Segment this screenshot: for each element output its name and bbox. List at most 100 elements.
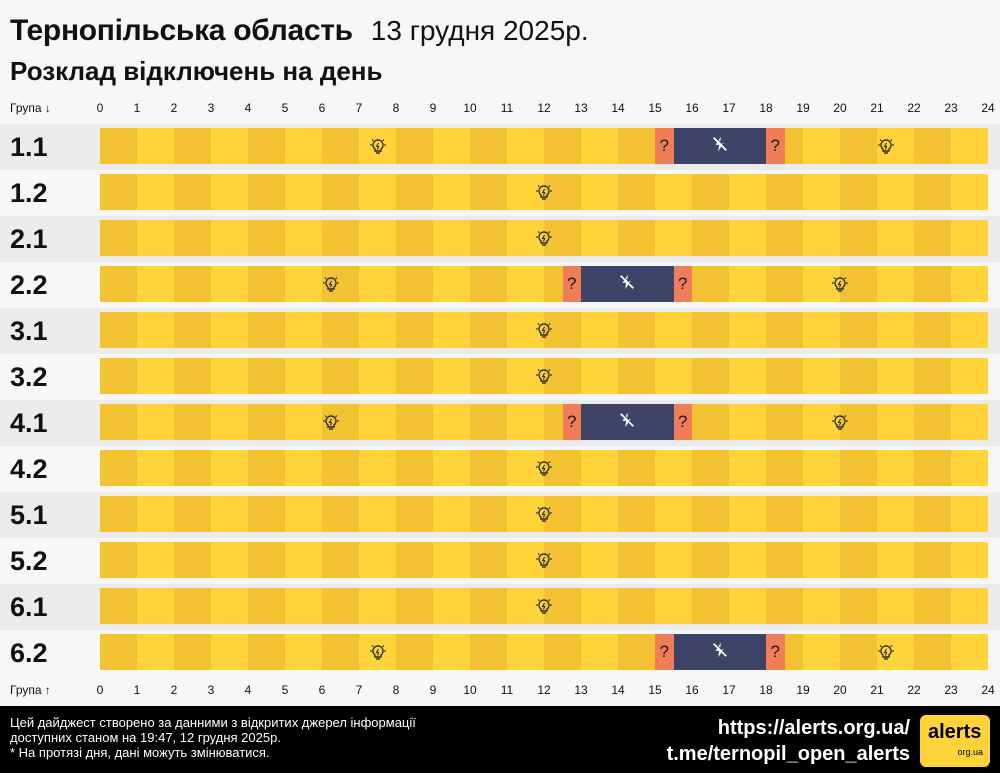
hour-cell [877, 312, 914, 348]
telegram-link[interactable]: t.me/ternopil_open_alerts [666, 743, 910, 765]
hour-cell [581, 634, 618, 670]
hour-cell [174, 220, 211, 256]
website-link[interactable]: https://alerts.org.ua/ [717, 717, 910, 739]
hour-cell [655, 588, 692, 624]
hour-cell [618, 174, 655, 210]
hour-cell [729, 358, 766, 394]
group-row: 6.2?? [0, 630, 1000, 676]
hour-cell [877, 588, 914, 624]
power-off-icon [618, 411, 636, 434]
hour-cell [470, 588, 507, 624]
footer-note-line: Цей дайджест створено за данними з відкр… [10, 715, 416, 730]
hour-cell [655, 542, 692, 578]
hour-tick: 3 [207, 683, 215, 697]
group-row: 6.1 [0, 584, 1000, 630]
alerts-logo[interactable]: alerts org.ua [920, 715, 990, 767]
group-label: 1.1 [10, 132, 48, 162]
hour-cell [248, 634, 285, 670]
hour-cell [729, 496, 766, 532]
hour-tick: 3 [207, 101, 215, 115]
hour-cell [692, 496, 729, 532]
question-mark: ? [659, 642, 669, 661]
hour-cell [766, 450, 803, 486]
hour-tick: 23 [944, 683, 958, 697]
hour-cell [951, 128, 988, 164]
hour-cell [803, 496, 840, 532]
hour-cell [840, 266, 877, 302]
hour-tick: 11 [500, 683, 514, 697]
hour-cell [470, 128, 507, 164]
hour-cell [433, 634, 470, 670]
hour-tick: 10 [463, 101, 477, 115]
hour-cell [211, 404, 248, 440]
hour-cell [581, 496, 618, 532]
group-label: 5.2 [10, 546, 48, 576]
hour-tick: 24 [981, 683, 995, 697]
hour-tick: 6 [318, 101, 326, 115]
hour-cell [840, 450, 877, 486]
hour-cell [433, 312, 470, 348]
hour-cell [100, 220, 137, 256]
hour-cell [100, 634, 137, 670]
lightbulb-icon [321, 412, 341, 432]
lightbulb-icon [534, 228, 554, 248]
schedule-bar: ?? [100, 128, 988, 164]
hour-cell [507, 220, 544, 256]
hour-cell [433, 404, 470, 440]
hour-cell [581, 588, 618, 624]
hour-cell [470, 220, 507, 256]
hour-cell [544, 358, 581, 394]
hour-cell [877, 634, 914, 670]
hour-cell [248, 128, 285, 164]
hour-cell [470, 266, 507, 302]
hour-cell [248, 220, 285, 256]
hour-cell [951, 496, 988, 532]
hour-cell [655, 312, 692, 348]
hour-cell [322, 220, 359, 256]
hour-cell [248, 358, 285, 394]
hour-tick: 21 [870, 101, 884, 115]
hour-cell [248, 312, 285, 348]
hour-cell [729, 542, 766, 578]
footer-note-line: доступних станом на 19:47, 12 грудня 202… [10, 730, 281, 745]
hour-cell [433, 266, 470, 302]
hour-tick: 0 [96, 683, 104, 697]
power-off-icon [711, 135, 729, 158]
schedule-bar: ?? [100, 404, 988, 440]
hour-cell [618, 128, 655, 164]
hour-cell [618, 450, 655, 486]
hour-cell [174, 588, 211, 624]
uncertain-segment: ? [655, 634, 674, 670]
hour-cell [248, 174, 285, 210]
hour-cell [211, 588, 248, 624]
hour-cell [692, 358, 729, 394]
lightbulb-icon [534, 504, 554, 524]
hour-cell [137, 450, 174, 486]
hour-cell [396, 496, 433, 532]
hour-cell [285, 542, 322, 578]
hour-cell [211, 220, 248, 256]
uncertain-segment: ? [766, 634, 785, 670]
hour-tick: 14 [611, 683, 625, 697]
hour-cell [433, 542, 470, 578]
outage-segment [581, 404, 674, 440]
hour-tick: 12 [537, 101, 551, 115]
group-row: 2.1 [0, 216, 1000, 262]
footer: Цей дайджест створено за данними з відкр… [0, 706, 1000, 773]
hour-cell [803, 266, 840, 302]
hour-cell [174, 358, 211, 394]
hour-tick: 13 [574, 683, 588, 697]
schedule-bar: ?? [100, 266, 988, 302]
hour-cell [692, 450, 729, 486]
hour-cell [544, 220, 581, 256]
hour-cell [322, 588, 359, 624]
hour-cell [507, 450, 544, 486]
lightbulb-icon [534, 458, 554, 478]
hour-cell [248, 588, 285, 624]
hour-cell [285, 174, 322, 210]
schedule-bar [100, 174, 988, 210]
hour-cell [211, 174, 248, 210]
hour-cell [100, 542, 137, 578]
hour-cell [507, 128, 544, 164]
hour-cell [470, 634, 507, 670]
